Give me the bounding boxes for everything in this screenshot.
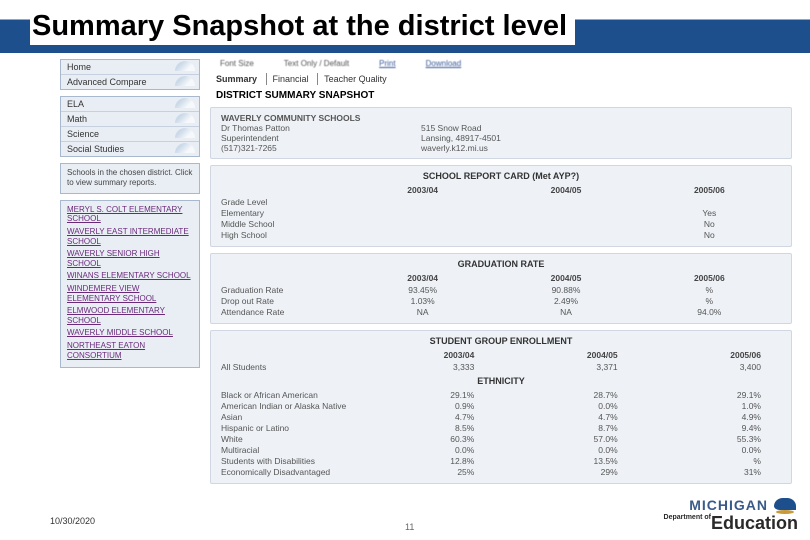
print-link[interactable]: Print: [379, 59, 395, 68]
wave-icon: [175, 61, 195, 71]
table-row: White60.3%57.0%55.3%: [221, 434, 781, 444]
content-area: Home Advanced Compare ELA Math Science S…: [0, 53, 810, 484]
school-link[interactable]: WAVERLY SENIOR HIGH SCHOOL: [67, 249, 193, 268]
enrollment-card: STUDENT GROUP ENROLLMENT 2003/042004/052…: [210, 330, 792, 484]
mde-logo: MICHIGAN Department ofEducation: [664, 496, 798, 532]
main-panel: Font Size Text Only / Default Print Down…: [210, 59, 792, 484]
school-link[interactable]: WAVERLY EAST INTERMEDIATE SCHOOL: [67, 227, 193, 246]
city: Lansing, 48917-4501: [421, 133, 781, 143]
report-card: SCHOOL REPORT CARD (Met AYP?) 2003/04200…: [210, 165, 792, 247]
title-bar: Summary Snapshot at the district level: [0, 0, 810, 53]
tab-summary[interactable]: Summary: [210, 73, 263, 85]
table-row: American Indian or Alaska Native0.9%0.0%…: [221, 401, 781, 411]
school-link[interactable]: WINDEMERE VIEW ELEMENTARY SCHOOL: [67, 284, 193, 303]
wave-icon: [175, 76, 195, 86]
font-size-action[interactable]: Font Size: [220, 59, 254, 68]
school-link[interactable]: WAVERLY MIDDLE SCHOOL: [67, 328, 193, 338]
nav-advanced[interactable]: Advanced Compare: [61, 75, 199, 89]
nav-subjects: ELA Math Science Social Studies: [60, 96, 200, 157]
super-role: Superintendent: [221, 133, 421, 143]
download-link[interactable]: Download: [426, 59, 462, 68]
table-row: Drop out Rate1.03%2.49%%: [221, 296, 781, 306]
footer-page: 11: [405, 522, 414, 532]
tab-financial[interactable]: Financial: [266, 73, 315, 85]
table-row: Students with Disabilities12.8%13.5%%: [221, 456, 781, 466]
table-row: Multiracial0.0%0.0%0.0%: [221, 445, 781, 455]
card-title: GRADUATION RATE: [221, 259, 781, 269]
table-row: All Students3,3333,3713,400: [221, 362, 781, 372]
section-header: DISTRICT SUMMARY SNAPSHOT: [216, 90, 792, 101]
nav-science[interactable]: Science: [61, 127, 199, 142]
table-row: Black or African American29.1%28.7%29.1%: [221, 390, 781, 400]
wave-icon: [175, 113, 195, 123]
graduation-card: GRADUATION RATE 2003/042004/052005/06 Gr…: [210, 253, 792, 324]
school-link[interactable]: ELMWOOD ELEMENTARY SCHOOL: [67, 306, 193, 325]
footer-date: 10/30/2020: [50, 516, 95, 526]
school-list: MERYL S. COLT ELEMENTARY SCHOOL WAVERLY …: [60, 200, 200, 368]
table-row: Hispanic or Latino8.5%8.7%9.4%: [221, 423, 781, 433]
table-row: ElementaryYes: [221, 208, 781, 218]
card-title: SCHOOL REPORT CARD (Met AYP?): [221, 171, 781, 181]
school-link[interactable]: WINANS ELEMENTARY SCHOOL: [67, 271, 193, 281]
district-info-card: WAVERLY COMMUNITY SCHOOLS Dr Thomas Patt…: [210, 107, 792, 159]
card-title: STUDENT GROUP ENROLLMENT: [221, 336, 781, 346]
address: 515 Snow Road: [421, 123, 781, 133]
phone: (517)321-7265: [221, 143, 421, 153]
table-row: Asian4.7%4.7%4.9%: [221, 412, 781, 422]
table-row: Grade Level: [221, 197, 781, 207]
table-row: High SchoolNo: [221, 230, 781, 240]
district-name: WAVERLY COMMUNITY SCHOOLS: [221, 113, 421, 123]
page-title: Summary Snapshot at the district level: [30, 8, 575, 45]
super-name: Dr Thomas Patton: [221, 123, 421, 133]
nav-home[interactable]: Home: [61, 60, 199, 75]
nav-ela[interactable]: ELA: [61, 97, 199, 112]
sidebar-note: Schools in the chosen district. Click to…: [60, 163, 200, 194]
website: waverly.k12.mi.us: [421, 143, 781, 153]
tabs: Summary Financial Teacher Quality: [210, 74, 792, 84]
tab-teacher[interactable]: Teacher Quality: [317, 73, 393, 85]
wave-icon: [175, 98, 195, 108]
nav-social[interactable]: Social Studies: [61, 142, 199, 156]
wave-icon: [175, 143, 195, 153]
logo-swoosh-icon: [772, 496, 798, 514]
table-row: Middle SchoolNo: [221, 219, 781, 229]
text-only-action[interactable]: Text Only / Default: [284, 59, 349, 68]
wave-icon: [175, 128, 195, 138]
school-link[interactable]: NORTHEAST EATON CONSORTIUM: [67, 341, 193, 360]
nav-math[interactable]: Math: [61, 112, 199, 127]
table-row: Graduation Rate93.45%90.88%%: [221, 285, 781, 295]
top-actions: Font Size Text Only / Default Print Down…: [210, 59, 792, 68]
sidebar: Home Advanced Compare ELA Math Science S…: [60, 59, 200, 484]
ethnicity-title: ETHNICITY: [221, 376, 781, 386]
table-row: Attendance RateNANA94.0%: [221, 307, 781, 317]
nav-main: Home Advanced Compare: [60, 59, 200, 90]
school-link[interactable]: MERYL S. COLT ELEMENTARY SCHOOL: [67, 205, 193, 224]
table-row: Economically Disadvantaged25%29%31%: [221, 467, 781, 477]
